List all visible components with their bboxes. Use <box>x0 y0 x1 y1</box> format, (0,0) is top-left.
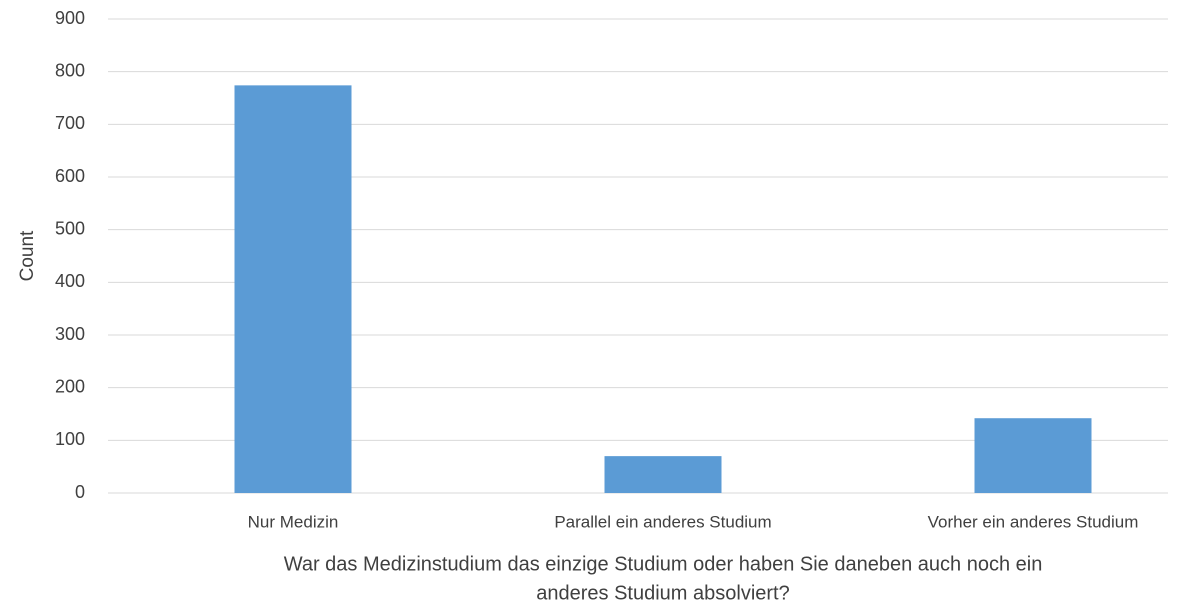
x-tick-label: Parallel ein anderes Studium <box>554 512 771 531</box>
y-tick-label: 300 <box>55 324 85 344</box>
x-axis-label: anderes Studium absolviert? <box>536 582 789 604</box>
y-tick-label: 200 <box>55 376 85 396</box>
x-tick-label: Nur Medizin <box>248 512 339 531</box>
x-tick-label: Vorher ein anderes Studium <box>928 512 1139 531</box>
y-axis-label: Count <box>17 230 38 281</box>
y-tick-label: 700 <box>55 113 85 133</box>
x-axis-label: War das Medizinstudium das einzige Studi… <box>284 553 1043 575</box>
y-tick-label: 800 <box>55 60 85 80</box>
y-tick-label: 0 <box>75 482 85 502</box>
bar <box>234 85 352 494</box>
y-tick-label: 500 <box>55 218 85 238</box>
y-tick-label: 600 <box>55 166 85 186</box>
y-tick-label: 400 <box>55 271 85 291</box>
bar <box>604 456 722 493</box>
y-tick-label: 900 <box>55 8 85 28</box>
y-tick-label: 100 <box>55 429 85 449</box>
bar <box>974 418 1092 493</box>
